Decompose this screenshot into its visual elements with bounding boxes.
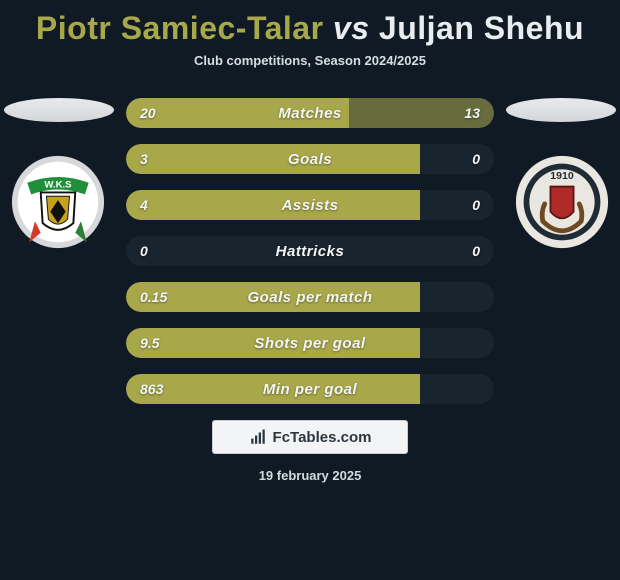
stat-label: Goals: [126, 144, 494, 174]
stat-label: Hattricks: [126, 236, 494, 266]
stat-row: 9.5Shots per goal: [126, 328, 494, 358]
stat-row: 40Assists: [126, 190, 494, 220]
page-title: Piotr Samiec-Talar vs Juljan Shehu: [0, 0, 620, 47]
stat-row: 0.15Goals per match: [126, 282, 494, 312]
stat-label: Assists: [126, 190, 494, 220]
subtitle: Club competitions, Season 2024/2025: [0, 53, 620, 68]
stat-label: Matches: [126, 98, 494, 128]
player2-oval: [506, 98, 616, 122]
player1-crest: W.K.S: [10, 154, 106, 250]
stat-bars: 2013Matches 30Goals 40Assists 00Hattricks 0.…: [126, 98, 494, 404]
vs-label: vs: [333, 10, 370, 46]
svg-text:1910: 1910: [550, 170, 574, 182]
chart-icon: [249, 428, 267, 446]
player1-oval: [4, 98, 114, 122]
player2-name: Juljan Shehu: [379, 10, 584, 46]
stat-label: Shots per goal: [126, 328, 494, 358]
stat-label: Min per goal: [126, 374, 494, 404]
stat-row: 00Hattricks: [126, 236, 494, 266]
stat-row: 863Min per goal: [126, 374, 494, 404]
crest-right-icon: 1910: [514, 154, 610, 250]
stat-row: 2013Matches: [126, 98, 494, 128]
brand-badge[interactable]: FcTables.com: [212, 420, 408, 454]
date-label: 19 february 2025: [0, 468, 620, 483]
player2-crest: 1910: [514, 154, 610, 250]
stat-label: Goals per match: [126, 282, 494, 312]
player1-name: Piotr Samiec-Talar: [36, 10, 324, 46]
crest-left-icon: W.K.S: [10, 154, 106, 250]
stat-row: 30Goals: [126, 144, 494, 174]
svg-text:W.K.S: W.K.S: [44, 180, 72, 191]
comparison-stage: W.K.S 1910 2013Matches 30Goals 40Assists 00…: [0, 98, 620, 404]
brand-text: FcTables.com: [273, 429, 372, 446]
